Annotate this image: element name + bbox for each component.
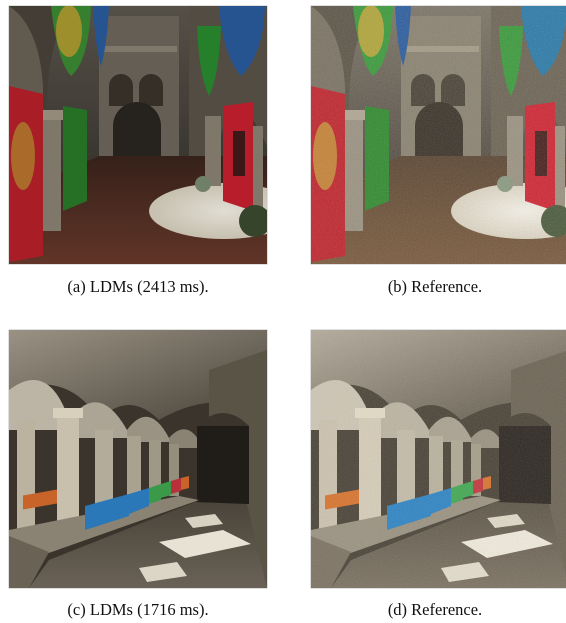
render-image-d: [311, 330, 566, 588]
corridor-scene-ldm: [9, 330, 267, 588]
caption-c: (c) LDMs (1716 ms).: [67, 600, 209, 619]
caption-b: (b) Reference.: [387, 277, 483, 296]
caption-d: (d) Reference.: [387, 600, 483, 619]
render-image-c: [9, 330, 267, 588]
corridor-scene-reference: [311, 330, 566, 588]
render-image-b: [311, 6, 566, 264]
render-image-a: [9, 6, 267, 264]
atrium-scene-reference: [311, 6, 566, 264]
caption-a: (a) LDMs (2413 ms).: [67, 277, 209, 296]
atrium-scene-ldm: [9, 6, 267, 264]
